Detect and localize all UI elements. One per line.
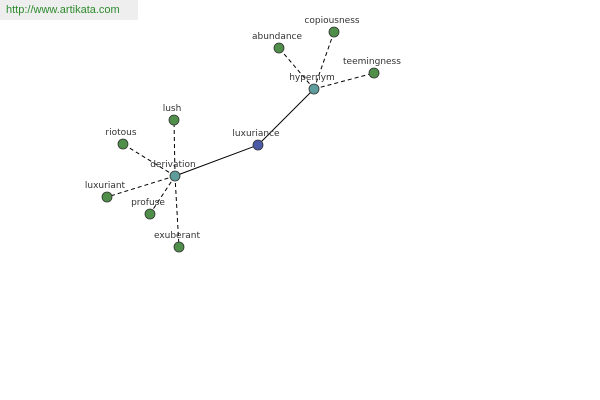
dashed-edge [313, 31, 335, 90]
dashed-edge [278, 47, 315, 90]
dashed-edge [149, 175, 176, 215]
dashed-edge [174, 175, 180, 248]
dashed-edge [313, 72, 375, 90]
dashed-edge [122, 143, 176, 177]
node [173, 241, 185, 253]
node [144, 208, 156, 220]
dashed-edge [173, 119, 176, 177]
edge [257, 88, 315, 146]
node-label[interactable]: luxuriance [232, 129, 280, 139]
node [101, 191, 113, 203]
node-label[interactable]: teemingness [343, 57, 401, 67]
node-label[interactable]: lush [163, 104, 182, 114]
node-label[interactable]: derivation [150, 160, 196, 170]
node-label[interactable]: riotous [105, 128, 136, 138]
node-label[interactable]: exuberant [154, 231, 201, 241]
node-label[interactable]: profuse [131, 198, 165, 208]
edge [174, 144, 259, 177]
node-label[interactable]: hypernym [289, 73, 335, 83]
node-label[interactable]: copiousness [304, 16, 359, 26]
site-url[interactable]: http://www.artikata.com [6, 4, 120, 16]
node [273, 42, 285, 54]
header-bar: http://www.artikata.com [0, 0, 138, 20]
dashed-edge [106, 175, 176, 198]
node [368, 67, 380, 79]
node [328, 26, 340, 38]
node [169, 170, 181, 182]
node [252, 139, 264, 151]
node [117, 138, 129, 150]
node [308, 83, 320, 95]
node-label[interactable]: abundance [252, 32, 303, 42]
node-label[interactable]: luxuriant [85, 181, 126, 191]
node [168, 114, 180, 126]
